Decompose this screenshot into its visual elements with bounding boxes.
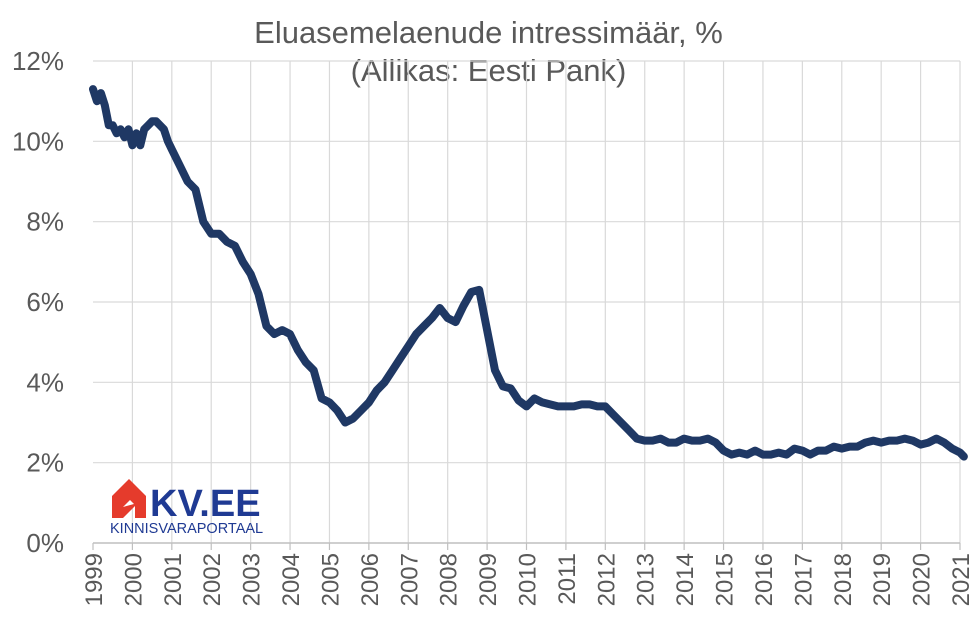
- chart-subtitle: (Allikas: Eesti Pank): [350, 53, 627, 88]
- x-tick-label: 2015: [712, 553, 739, 606]
- x-tick-label: 2003: [239, 553, 266, 606]
- kv-ee-logo: KV.EE KINNISVARAPORTAAL: [110, 479, 263, 537]
- x-tick-label: 2013: [633, 553, 660, 606]
- x-tick-labels: 1999 2000 2001 2002 2003 2004 2005 2006 2007 2008…: [81, 553, 975, 606]
- x-tick-label: 2007: [396, 553, 423, 606]
- x-tick-label: 2008: [436, 553, 463, 606]
- house-icon: [112, 479, 146, 518]
- x-tick-label: 2004: [278, 553, 305, 606]
- x-tick-label: 2001: [160, 553, 187, 606]
- x-tick-label: 2014: [672, 553, 699, 606]
- y-tick-label: 10%: [12, 126, 64, 156]
- x-tick-label: 2002: [199, 553, 226, 606]
- x-tick-label: 2006: [357, 553, 384, 606]
- y-tick-label: 6%: [26, 287, 64, 317]
- gridlines: [93, 60, 961, 543]
- x-tick-label: 2010: [515, 553, 542, 606]
- y-tick-label: 0%: [26, 528, 64, 558]
- y-tick-label: 4%: [26, 367, 64, 397]
- logo-name: KV.EE: [150, 483, 261, 525]
- x-tick-label: 2009: [475, 553, 502, 606]
- x-tick-label: 2020: [909, 553, 936, 606]
- series-layer: [89, 85, 968, 461]
- y-tick-labels: 0% 2% 4% 6% 8% 10% 12%: [12, 46, 64, 558]
- x-tick-label: 1999: [81, 553, 108, 606]
- y-tick-label: 8%: [26, 207, 64, 237]
- series-line: [89, 85, 968, 461]
- x-tick-label: 2000: [120, 553, 147, 606]
- x-tick-label: 2016: [751, 553, 778, 606]
- x-tick-label: 2012: [593, 553, 620, 606]
- logo-tagline: KINNISVARAPORTAAL: [110, 521, 263, 537]
- chart-title: Eluasemelaenude intressimäär, %: [254, 15, 723, 50]
- x-tick-label: 2017: [790, 553, 817, 606]
- x-tick-label: 2021: [948, 553, 975, 606]
- chart-title-block: Eluasemelaenude intressimäär, % (Allikas…: [0, 14, 977, 90]
- x-tick-label: 2005: [317, 553, 344, 606]
- x-tick-label: 2019: [869, 553, 896, 606]
- x-tick-label: 2018: [830, 553, 857, 606]
- x-tick-label: 2011: [554, 553, 581, 605]
- y-tick-label: 12%: [12, 46, 64, 76]
- y-tick-label: 2%: [26, 448, 64, 478]
- axes: [92, 542, 961, 550]
